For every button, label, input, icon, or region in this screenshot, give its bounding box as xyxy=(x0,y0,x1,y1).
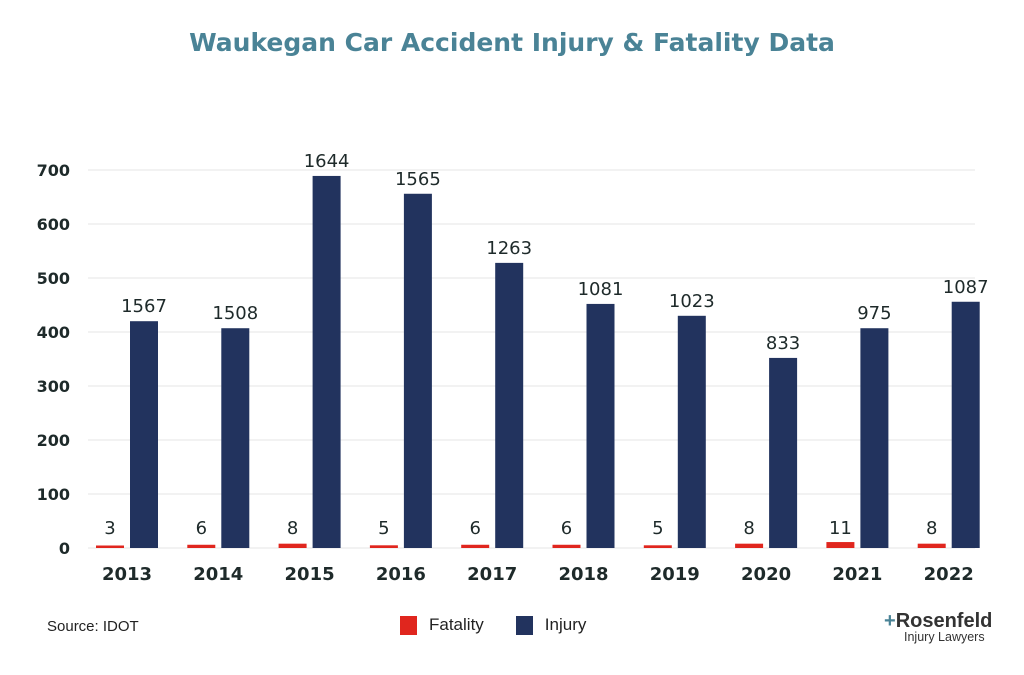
injury-data-label: 975 xyxy=(857,303,891,324)
fatality-data-label: 11 xyxy=(829,518,852,539)
injury-data-label: 1023 xyxy=(669,291,715,312)
injury-bar xyxy=(586,303,615,548)
injury-bar xyxy=(312,175,341,548)
y-tick-label: 200 xyxy=(37,431,70,450)
injury-data-label: 1087 xyxy=(943,277,989,298)
y-tick-label: 700 xyxy=(37,161,70,180)
logo-name: Rosenfeld xyxy=(895,610,993,632)
fatality-bar xyxy=(96,545,124,548)
fatality-bar xyxy=(735,543,764,548)
legend-label: Fatality xyxy=(429,615,484,634)
legend-item-injury: Injury xyxy=(515,615,587,635)
legend-item-fatality: Fatality xyxy=(400,615,484,635)
fatality-data-label: 6 xyxy=(469,518,480,539)
y-tick-label: 500 xyxy=(37,269,70,288)
fatality-bar xyxy=(643,545,672,548)
injury-bar xyxy=(130,321,158,548)
injury-bar xyxy=(221,328,250,548)
fatality-data-label: 6 xyxy=(561,518,572,539)
injury-data-label: 1567 xyxy=(121,296,167,317)
x-tick-label: 2021 xyxy=(832,564,882,585)
injury-data-label: 1508 xyxy=(212,303,258,324)
x-tick-label: 2019 xyxy=(650,564,700,585)
y-tick-label: 600 xyxy=(37,215,70,234)
injury-data-label: 833 xyxy=(766,333,800,354)
x-tick-label: 2014 xyxy=(193,564,243,585)
fatality-bar xyxy=(826,542,855,548)
x-tick-label: 2022 xyxy=(924,564,974,585)
y-tick-label: 0 xyxy=(59,539,70,558)
x-tick-label: 2018 xyxy=(558,564,608,585)
fatality-data-label: 8 xyxy=(926,518,937,539)
fatality-data-label: 3 xyxy=(104,518,115,539)
x-tick-label: 2015 xyxy=(285,564,335,585)
fatality-bar xyxy=(369,545,398,548)
chart-title: Waukegan Car Accident Injury & Fatality … xyxy=(189,28,835,57)
injury-bar xyxy=(677,315,706,548)
fatality-data-label: 5 xyxy=(378,518,389,539)
injury-bar xyxy=(769,357,798,548)
injury-bar xyxy=(495,262,524,548)
x-tick-label: 2020 xyxy=(741,564,791,585)
injury-bar xyxy=(951,301,980,548)
injury-bar xyxy=(860,328,889,548)
injury-data-label: 1644 xyxy=(304,151,350,172)
fatality-bar xyxy=(187,544,216,548)
legend-swatch xyxy=(515,615,533,635)
legend: Fatality Injury xyxy=(400,615,586,635)
fatality-bar xyxy=(917,543,946,548)
logo: +Rosenfeld Injury Lawyers xyxy=(884,610,993,644)
fatality-bar xyxy=(552,544,581,548)
y-tick-label: 300 xyxy=(37,377,70,396)
y-tick-label: 100 xyxy=(37,485,70,504)
logo-tagline: Injury Lawyers xyxy=(904,630,985,644)
fatality-data-label: 8 xyxy=(287,518,298,539)
injury-bar xyxy=(403,193,432,548)
injury-data-label: 1565 xyxy=(395,169,441,190)
fatality-bar xyxy=(278,543,307,548)
legend-label: Injury xyxy=(544,615,587,634)
source-note: Source: IDOT xyxy=(47,618,139,635)
injury-data-label: 1081 xyxy=(578,279,624,300)
fatality-data-label: 5 xyxy=(652,518,663,539)
fatality-data-label: 8 xyxy=(743,518,754,539)
fatality-data-label: 6 xyxy=(196,518,207,539)
fatality-bar xyxy=(461,544,490,548)
x-tick-label: 2016 xyxy=(376,564,426,585)
x-tick-label: 2017 xyxy=(467,564,517,585)
injury-data-label: 1263 xyxy=(486,238,532,259)
x-tick-label: 2013 xyxy=(102,564,152,585)
legend-swatch xyxy=(400,615,417,635)
y-tick-label: 400 xyxy=(37,323,70,342)
